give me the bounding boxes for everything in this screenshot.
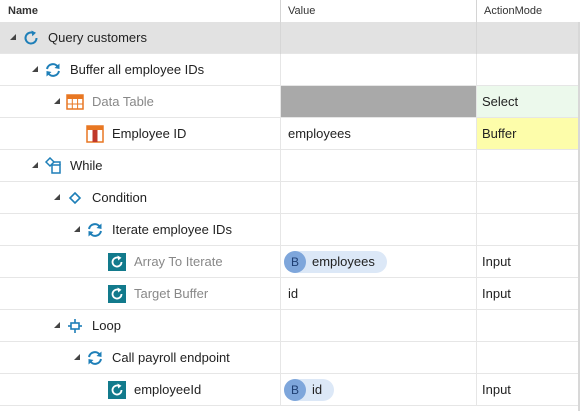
value-text: employees <box>288 126 351 141</box>
cell-separator <box>280 22 281 54</box>
cell-separator <box>280 214 281 246</box>
module-attribute-icon <box>108 381 126 399</box>
value-text: employees <box>312 254 375 269</box>
tree-row-employee-id[interactable]: employees Buffer Employee ID <box>0 118 580 150</box>
row-label: Iterate employee IDs <box>112 222 232 237</box>
column-separator[interactable] <box>476 0 477 22</box>
cell-separator <box>280 150 281 182</box>
cell-separator <box>476 246 477 278</box>
column-separator[interactable] <box>280 0 281 22</box>
cell-separator <box>476 182 477 214</box>
sync-arrows-icon <box>88 351 102 365</box>
collapse-toggle-icon[interactable] <box>54 194 60 200</box>
cell-separator <box>280 278 281 310</box>
cell-separator <box>280 342 281 374</box>
action-mode-input: Input <box>482 382 511 397</box>
row-label: Loop <box>92 318 121 333</box>
row-label: Query customers <box>48 30 147 45</box>
row-label: Target Buffer <box>134 286 209 301</box>
tree-row-loop[interactable]: Loop <box>0 310 580 342</box>
buffer-value-pill[interactable]: B id <box>284 379 335 401</box>
value-text: id <box>312 382 323 397</box>
action-mode-cell[interactable]: Input <box>477 374 580 405</box>
row-label: Condition <box>92 190 147 205</box>
loop-body-icon <box>68 319 82 333</box>
cell-separator <box>476 310 477 342</box>
collapse-toggle-icon[interactable] <box>74 226 80 232</box>
column-header-action-mode[interactable]: ActionMode <box>484 5 543 17</box>
cell-separator <box>280 54 281 86</box>
table-icon <box>66 94 84 110</box>
module-attribute-icon <box>108 285 126 303</box>
cell-separator <box>280 86 281 118</box>
tree-row-array-to-iterate[interactable]: B employees Input Array To Iterate <box>0 246 580 278</box>
tree-row-call-payroll-endpoint[interactable]: Call payroll endpoint <box>0 342 580 374</box>
sync-arrows-icon <box>88 223 102 237</box>
row-label: Employee ID <box>112 126 187 141</box>
action-mode-cell[interactable]: Buffer <box>477 118 580 149</box>
buffer-badge: B <box>284 379 306 401</box>
column-header-row: Name Value ActionMode <box>0 0 580 23</box>
column-header-name[interactable]: Name <box>8 5 38 17</box>
row-label: Array To Iterate <box>134 254 223 269</box>
value-cell[interactable]: employees <box>281 118 477 149</box>
cell-separator <box>476 150 477 182</box>
collapse-toggle-icon[interactable] <box>54 98 60 104</box>
row-label: While <box>70 158 103 173</box>
action-mode-cell[interactable]: Input <box>477 246 580 277</box>
cell-separator <box>476 118 477 150</box>
tree-row-buffer-all-employee-ids[interactable]: Buffer all employee IDs <box>0 54 580 86</box>
cell-separator <box>476 54 477 86</box>
action-mode-buffer: Buffer <box>482 126 517 141</box>
module-attribute-icon <box>108 253 126 271</box>
tree-row-target-buffer[interactable]: id Input Target Buffer <box>0 278 580 310</box>
buffer-badge: B <box>284 251 306 273</box>
cell-separator <box>280 182 281 214</box>
column-header-value[interactable]: Value <box>288 5 316 17</box>
cell-separator <box>476 278 477 310</box>
table-column-icon <box>86 125 104 143</box>
buffer-value-pill[interactable]: B employees <box>284 251 387 273</box>
vertical-scrollbar[interactable] <box>578 22 580 411</box>
condition-diamond-icon <box>68 191 82 205</box>
tree-row-iterate-employee-ids[interactable]: Iterate employee IDs <box>0 214 580 246</box>
tree-row-data-table[interactable]: Select Data Table <box>0 86 580 118</box>
row-label: Call payroll endpoint <box>112 350 230 365</box>
action-mode-cell[interactable]: Input <box>477 278 580 309</box>
action-mode-cell[interactable]: Select <box>477 86 580 117</box>
cell-separator <box>476 86 477 118</box>
action-mode-input: Input <box>482 286 511 301</box>
tree-row-query-customers[interactable]: Query customers <box>0 22 580 54</box>
row-label: employeeId <box>134 382 202 397</box>
tree-row-condition[interactable]: Condition <box>0 182 580 214</box>
cell-separator <box>476 374 477 406</box>
collapse-toggle-icon[interactable] <box>32 66 38 72</box>
tree-row-while[interactable]: While <box>0 150 580 182</box>
collapse-toggle-icon[interactable] <box>10 34 16 40</box>
value-text: id <box>288 286 299 301</box>
action-mode-input: Input <box>482 254 511 269</box>
collapse-toggle-icon[interactable] <box>74 354 80 360</box>
action-mode-select: Select <box>482 94 519 109</box>
sync-arrows-icon <box>46 63 60 77</box>
cell-separator <box>280 118 281 150</box>
cell-separator <box>476 214 477 246</box>
value-cell[interactable]: id <box>281 278 477 309</box>
while-loop-icon <box>44 157 61 174</box>
cell-separator <box>280 246 281 278</box>
cell-separator <box>476 342 477 374</box>
collapse-toggle-icon[interactable] <box>54 322 60 328</box>
cell-separator <box>280 310 281 342</box>
cell-separator <box>280 374 281 406</box>
row-label: Buffer all employee IDs <box>70 62 205 77</box>
cell-separator <box>476 22 477 54</box>
value-cell-empty[interactable] <box>281 86 477 117</box>
row-label: Data Table <box>92 94 154 109</box>
refresh-icon <box>24 30 38 45</box>
collapse-toggle-icon[interactable] <box>32 162 38 168</box>
tree-row-employeeid[interactable]: B id Input employeeId <box>0 374 580 406</box>
